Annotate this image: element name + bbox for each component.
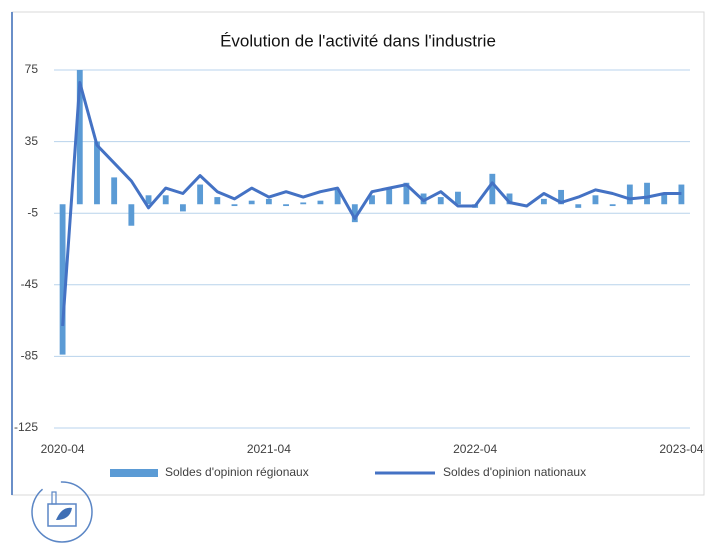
x-tick-label: 2023-04 xyxy=(659,442,703,456)
bar xyxy=(145,195,152,205)
bar xyxy=(197,184,204,205)
bar xyxy=(283,204,289,207)
bar xyxy=(265,198,272,205)
bar xyxy=(540,198,547,205)
bar xyxy=(111,177,118,205)
x-tick-label: 2021-04 xyxy=(247,442,291,456)
legend-label: Soldes d'opinion régionaux xyxy=(165,465,309,479)
bar xyxy=(626,184,633,205)
bar xyxy=(59,204,66,355)
y-tick-label: -5 xyxy=(27,205,38,219)
icon xyxy=(31,481,93,543)
bar xyxy=(609,204,616,207)
bar xyxy=(455,191,461,205)
bar xyxy=(317,200,324,205)
bar xyxy=(334,189,341,205)
bar xyxy=(489,173,496,205)
y-tick-label: -85 xyxy=(21,349,39,363)
bar xyxy=(678,184,685,205)
bar xyxy=(94,141,100,205)
legend-label: Soldes d'opinion nationaux xyxy=(443,465,586,479)
bar xyxy=(162,195,169,205)
bar xyxy=(558,189,565,205)
line xyxy=(61,81,682,327)
bar xyxy=(592,195,599,205)
bar xyxy=(351,204,358,223)
bar xyxy=(231,204,238,207)
bar xyxy=(214,197,221,205)
bar xyxy=(76,70,83,205)
bar xyxy=(644,182,650,205)
y-tick-label: 75 xyxy=(25,62,39,76)
y-tick-label: -45 xyxy=(21,277,39,291)
bar xyxy=(437,197,444,205)
bar xyxy=(369,195,375,205)
x-tick-label: 2022-04 xyxy=(453,442,497,456)
legend-swatch xyxy=(110,469,158,477)
y-tick-label: -125 xyxy=(14,420,38,434)
bar xyxy=(248,200,255,205)
y-tick-label: 35 xyxy=(25,134,39,148)
chart-frame xyxy=(11,11,705,496)
bar xyxy=(300,202,307,205)
bar xyxy=(661,193,668,205)
bar xyxy=(179,204,186,212)
bar xyxy=(128,204,135,226)
bar xyxy=(386,188,393,205)
bar xyxy=(506,193,513,205)
x-tick-label: 2020-04 xyxy=(41,442,85,456)
bar xyxy=(403,182,410,205)
chart-title: Évolution de l'activité dans l'industrie xyxy=(220,31,496,50)
bar xyxy=(575,204,582,208)
